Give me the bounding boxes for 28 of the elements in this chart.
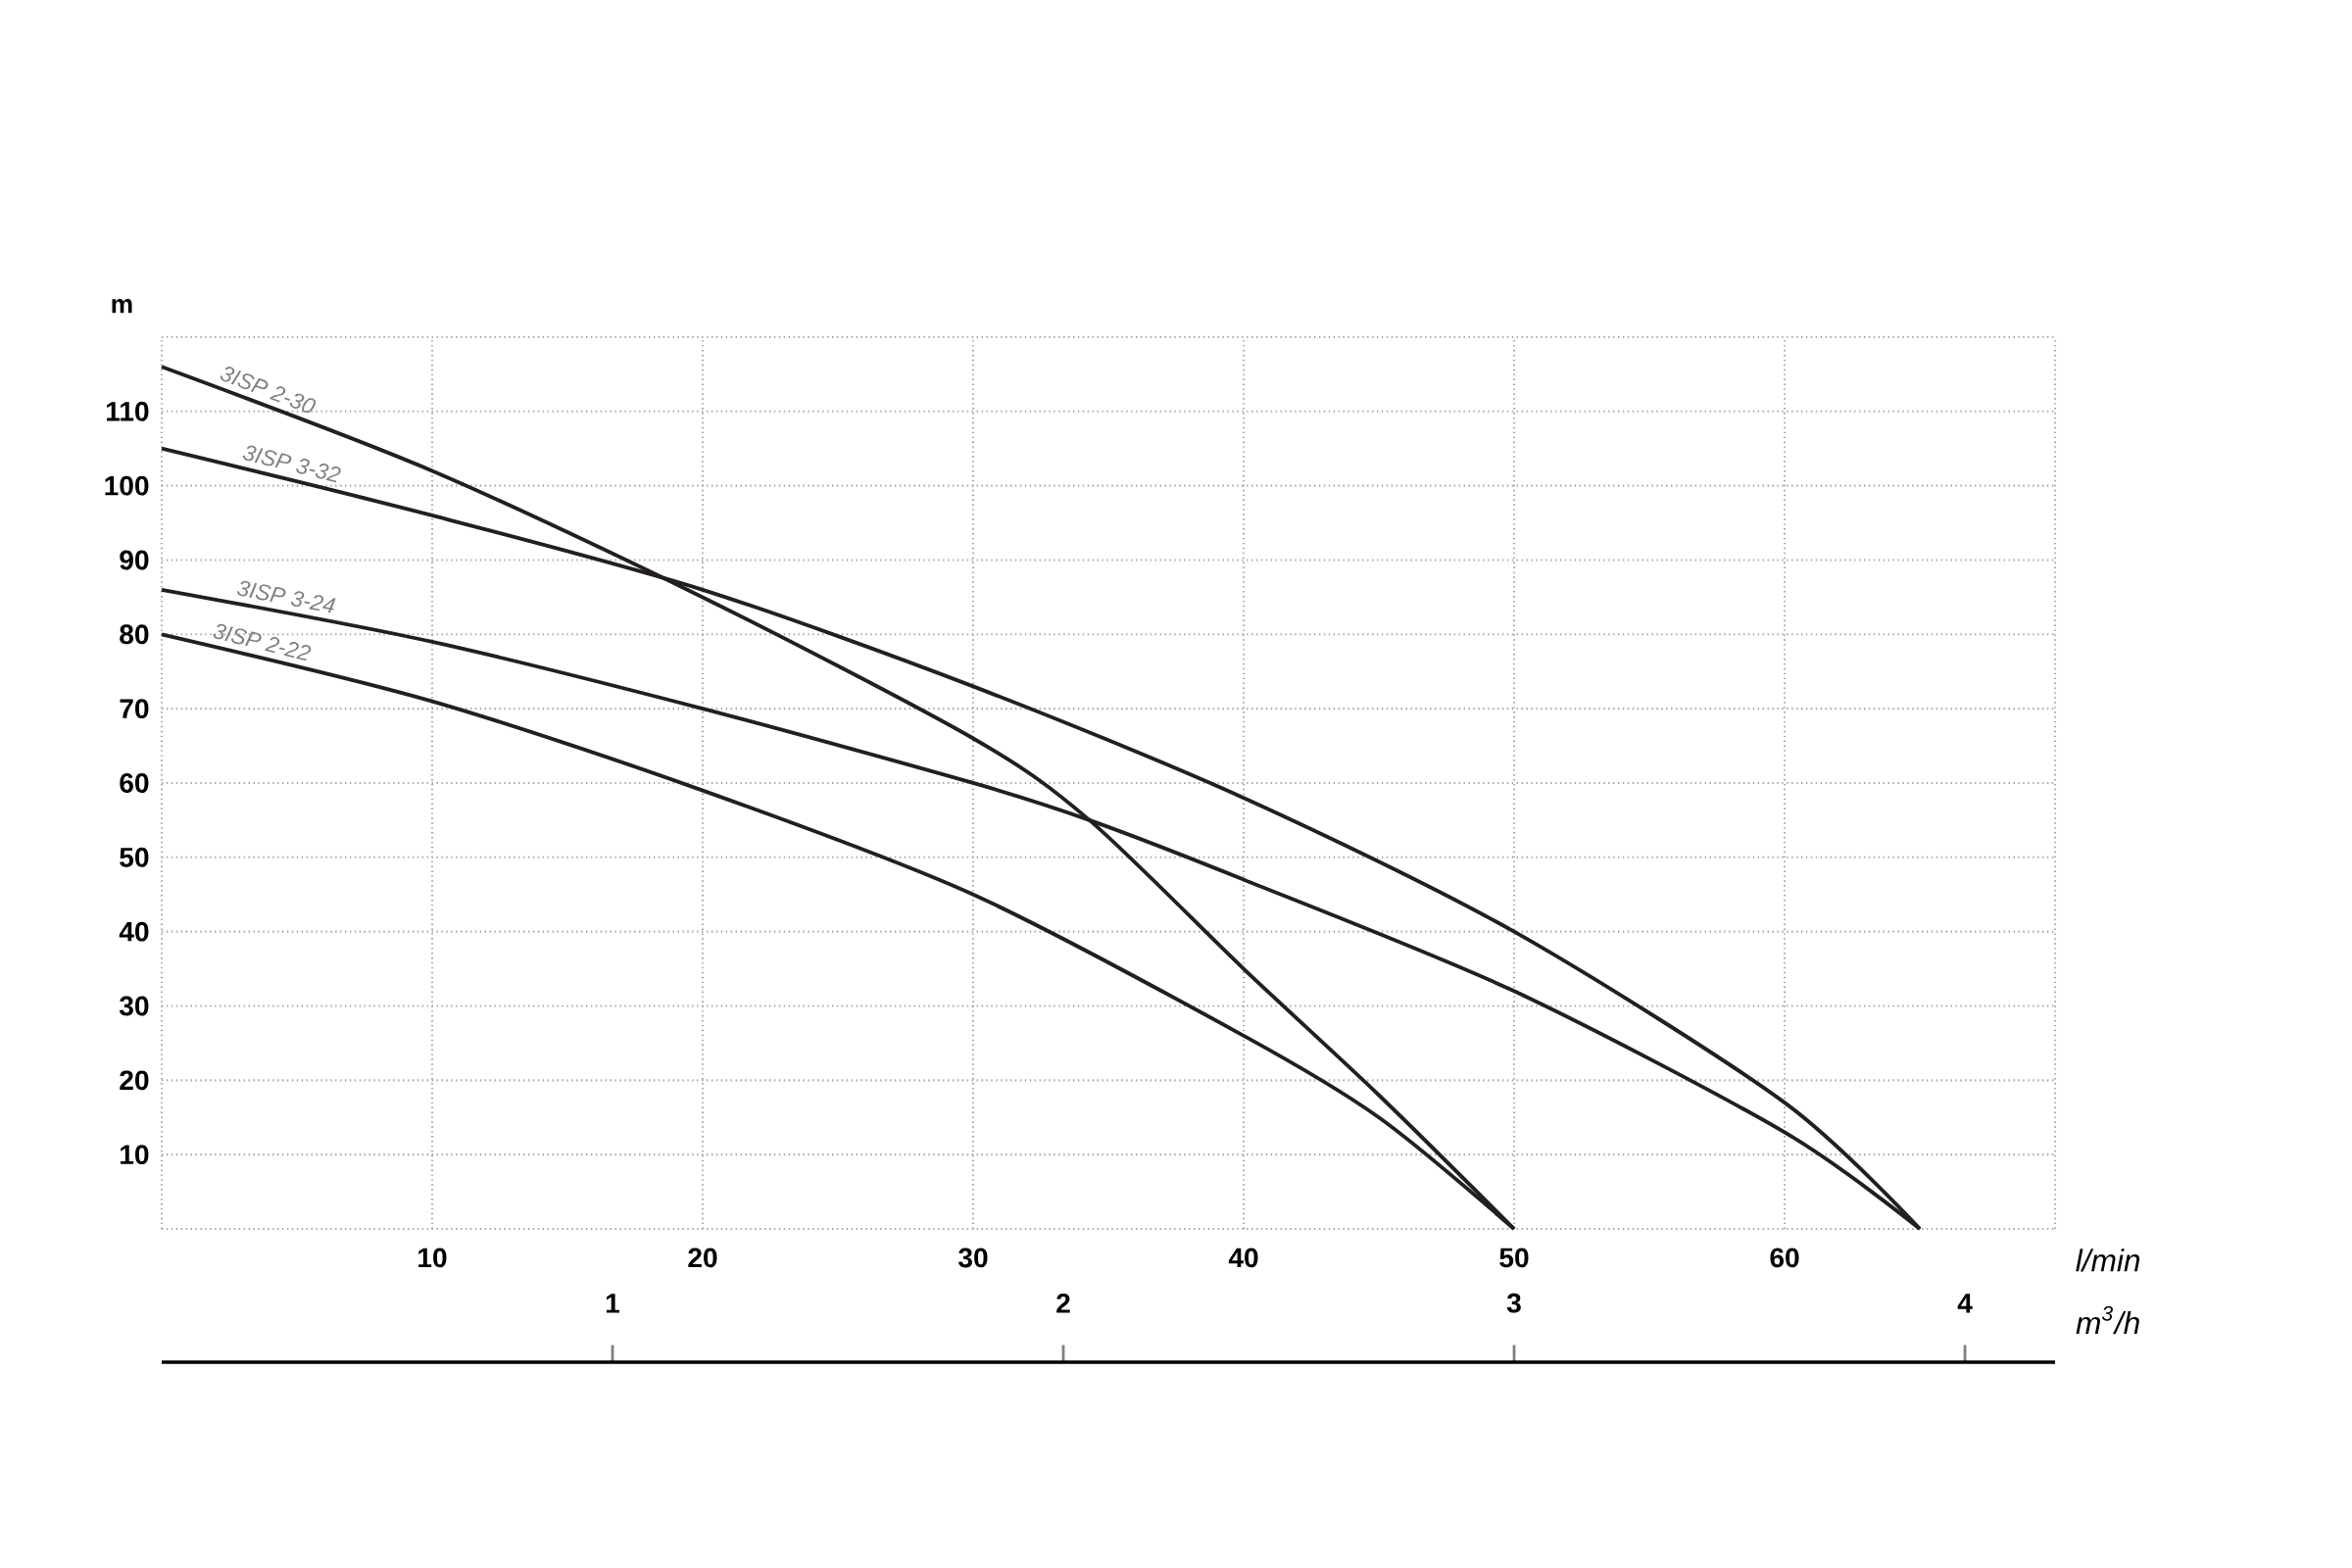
- x-tick-label: 20: [688, 1248, 717, 1268]
- x-tick-label: 50: [1499, 1248, 1529, 1268]
- y-tick-label: 10: [121, 1145, 149, 1165]
- x2-tick-label: 2: [1056, 1293, 1070, 1313]
- y-tick-label: 90: [120, 550, 149, 570]
- y-axis-title: m: [112, 299, 132, 314]
- x2-tick-label: 1: [606, 1294, 620, 1313]
- y-tick-label: 20: [120, 1070, 149, 1091]
- x2-axis-title: m$^{3}$/h: [2076, 1305, 2139, 1335]
- x2-tick-label: 4: [1957, 1294, 1973, 1313]
- y-tick-label: 60: [120, 773, 149, 793]
- y-tick-label: 30: [119, 996, 149, 1016]
- text: 3ISP 2-22: [213, 623, 312, 662]
- y-tick-label: 80: [120, 624, 149, 645]
- x-tick-label: 60: [1770, 1248, 1799, 1268]
- x-axis-title: l/min: [2076, 1249, 2140, 1272]
- text: 3ISP 2-30: [220, 367, 317, 414]
- y-tick-label: 50: [120, 847, 149, 867]
- y-tick-label: 100: [105, 475, 149, 496]
- text: 3ISP 3-32: [242, 445, 341, 483]
- x-tick-label: 10: [418, 1248, 447, 1268]
- text: 3ISP 3-24: [237, 580, 336, 613]
- y-tick-label: 40: [119, 921, 149, 942]
- x-tick-label: 30: [958, 1248, 988, 1268]
- y-tick-label: 70: [120, 699, 149, 719]
- y-tick-label: 110: [106, 401, 149, 421]
- x2-tick-label: 3: [1506, 1293, 1521, 1313]
- x-tick-label: 40: [1228, 1248, 1258, 1268]
